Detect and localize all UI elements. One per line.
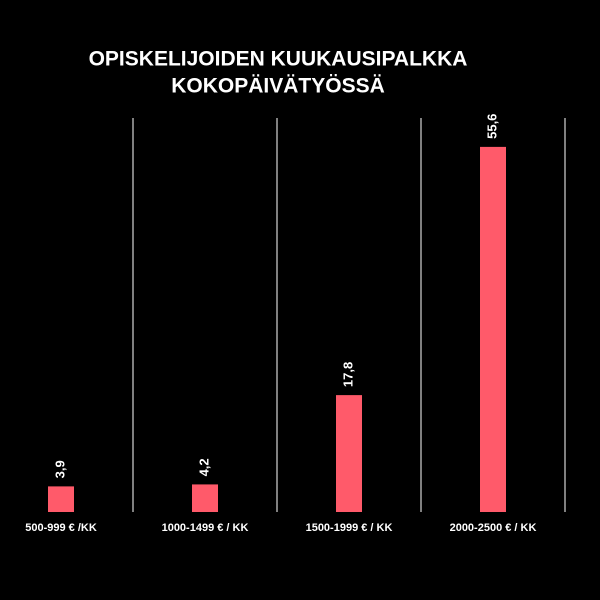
bar	[480, 146, 506, 513]
bar	[336, 395, 362, 512]
value-label: 4,2	[196, 458, 211, 476]
x-tick-label: 1000-1499 € / KK	[162, 522, 249, 534]
value-label: 3,9	[52, 460, 67, 478]
bar	[192, 484, 218, 512]
x-tick-label: 500-999 € /KK	[25, 522, 97, 534]
chart-title: OPISKELIJOIDEN KUUKAUSIPALKKA	[89, 48, 468, 71]
chart-title: KOKOPÄIVÄTYÖSSÄ	[171, 75, 385, 98]
x-tick-label: 2000-2500 € / KK	[450, 522, 537, 534]
value-label: 55,6	[484, 114, 499, 139]
x-tick-label: 1500-1999 € / KK	[306, 522, 393, 534]
value-label: 17,8	[340, 362, 355, 387]
bar	[48, 486, 74, 512]
